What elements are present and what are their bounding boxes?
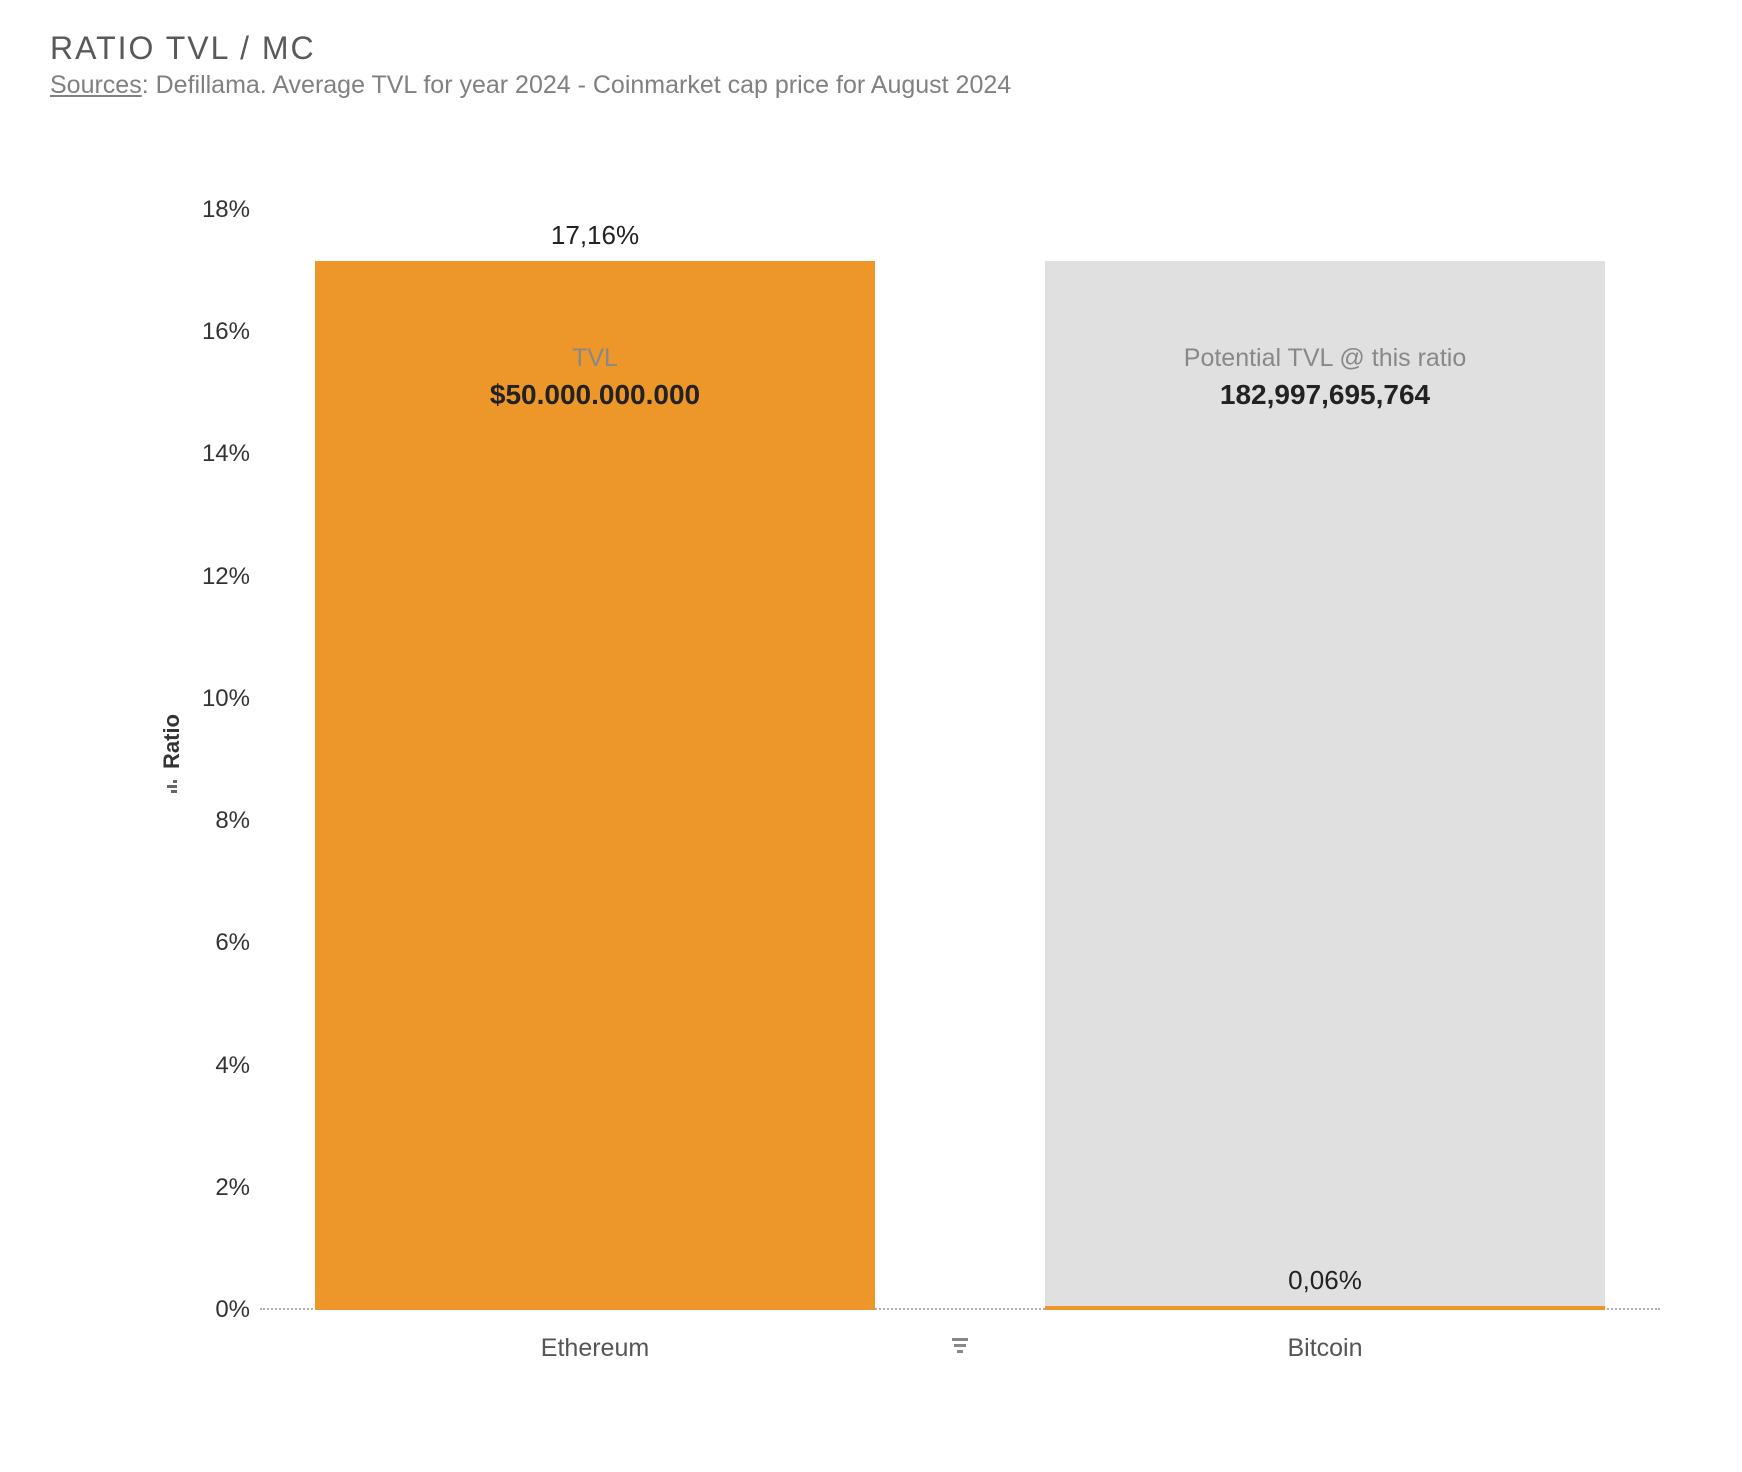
y-tick-label: 16% bbox=[170, 318, 250, 346]
y-tick-label: 12% bbox=[170, 563, 250, 591]
bar-group: Potential TVL @ this ratio 182,997,695,76… bbox=[1045, 210, 1605, 1310]
ghost-bar bbox=[1045, 261, 1605, 1310]
y-tick-label: 2% bbox=[170, 1174, 250, 1202]
y-axis-title-wrap: Ratio bbox=[159, 714, 185, 795]
bar-value-label: 17,16% bbox=[315, 220, 875, 251]
plot-area: 0%2%4%6%8%10%12%14%16%18%17,16%TVL$50.00… bbox=[260, 210, 1660, 1310]
y-tick-label: 14% bbox=[170, 440, 250, 468]
bar-group: 17,16%TVL$50.000.000.000Ethereum bbox=[315, 210, 875, 1310]
y-tick-label: 0% bbox=[170, 1296, 250, 1324]
chart-title: RATIO TVL / MC bbox=[50, 30, 1692, 67]
bar-inner-label: TVL $50.000.000.000 bbox=[315, 344, 875, 411]
y-tick-label: 10% bbox=[170, 685, 250, 713]
chart-container: RATIO TVL / MC Sources: Defillama. Avera… bbox=[0, 0, 1742, 1472]
x-tick-label: Bitcoin bbox=[1045, 1334, 1605, 1363]
bar-inner-label: Potential TVL @ this ratio 182,997,695,76… bbox=[1045, 344, 1605, 411]
sort-bars-icon bbox=[161, 777, 184, 795]
data-bar bbox=[1045, 1306, 1605, 1310]
sources-text: : Defillama. Average TVL for year 2024 -… bbox=[142, 71, 1011, 99]
chart-area: Ratio 0%2%4%6%8%10%12%14%16%18%17,16%TVL… bbox=[160, 210, 1680, 1380]
y-tick-label: 4% bbox=[170, 1052, 250, 1080]
data-bar bbox=[315, 261, 875, 1310]
bar-value-label: 0,06% bbox=[1045, 1265, 1605, 1296]
sort-desc-icon bbox=[949, 1334, 971, 1361]
bar-inner-caption: Potential TVL @ this ratio bbox=[1045, 344, 1605, 373]
chart-subtitle: Sources: Defillama. Average TVL for year… bbox=[50, 71, 1692, 100]
bar-inner-value: 182,997,695,764 bbox=[1045, 379, 1605, 411]
bar-inner-caption: TVL bbox=[315, 344, 875, 373]
y-tick-label: 6% bbox=[170, 929, 250, 957]
sources-label: Sources bbox=[50, 71, 142, 99]
y-axis-title: Ratio bbox=[159, 714, 185, 769]
x-tick-label: Ethereum bbox=[315, 1334, 875, 1363]
bar-inner-value: $50.000.000.000 bbox=[315, 379, 875, 411]
y-tick-label: 18% bbox=[170, 196, 250, 224]
y-tick-label: 8% bbox=[170, 807, 250, 835]
